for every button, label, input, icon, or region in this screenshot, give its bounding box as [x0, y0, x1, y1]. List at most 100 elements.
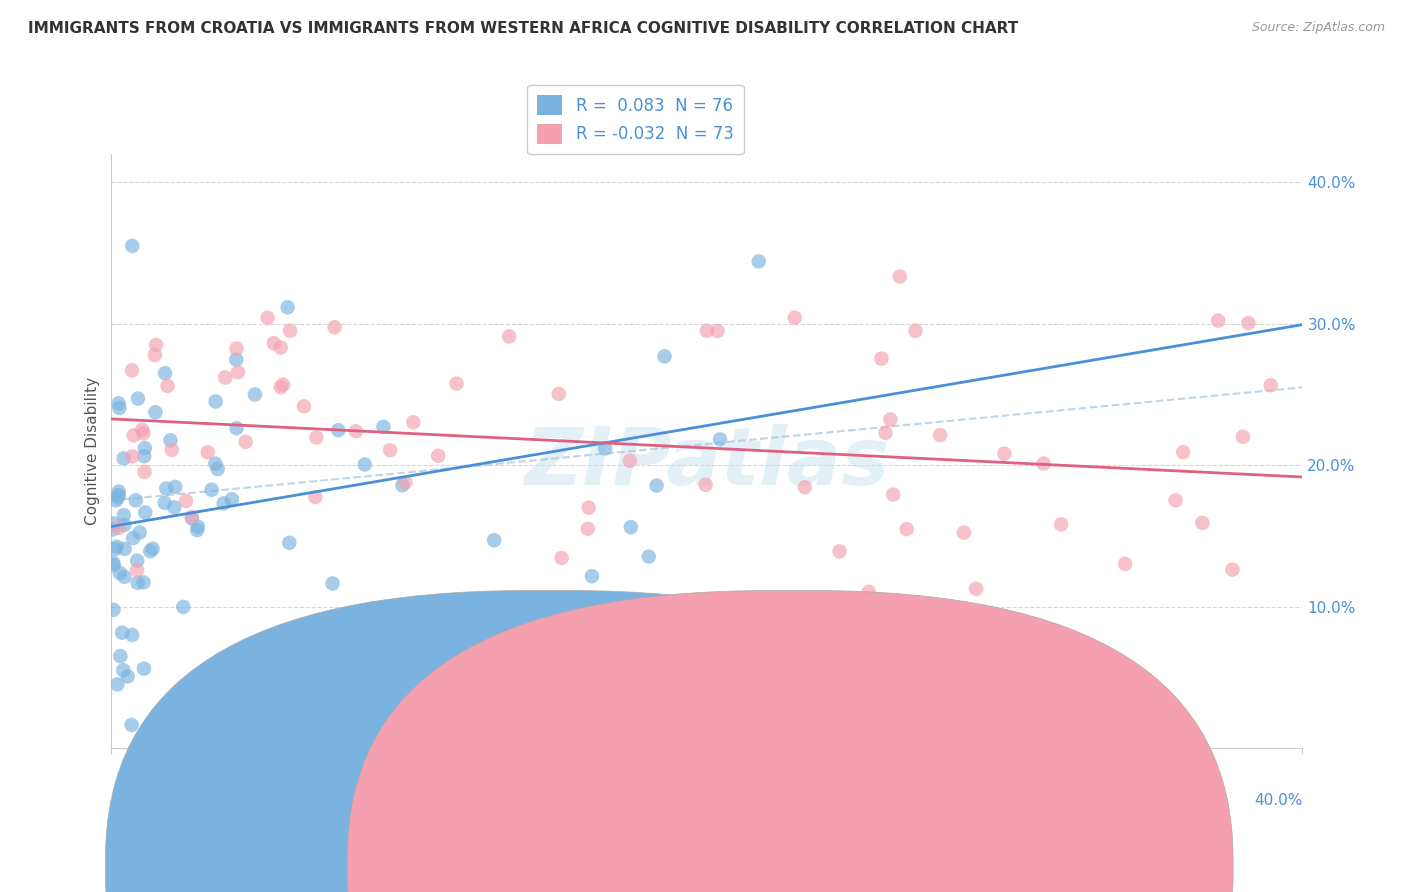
- Point: [201, 483, 224, 497]
- Point: [879, 412, 901, 426]
- Point: [204, 457, 226, 471]
- Point: [145, 405, 167, 419]
- Point: [122, 428, 145, 442]
- Point: [1191, 516, 1213, 530]
- Point: [1222, 563, 1244, 577]
- Point: [101, 516, 124, 531]
- Point: [172, 599, 194, 614]
- Point: [783, 310, 806, 325]
- Point: [889, 269, 911, 284]
- Point: [107, 488, 129, 502]
- Point: [187, 519, 209, 533]
- Point: [112, 518, 135, 533]
- Point: [153, 366, 176, 380]
- Point: [235, 434, 257, 449]
- Point: [143, 348, 166, 362]
- Y-axis label: Cognitive Disability: Cognitive Disability: [86, 377, 100, 525]
- Point: [637, 549, 659, 564]
- Point: [929, 428, 952, 442]
- Point: [547, 387, 569, 401]
- Point: [578, 500, 600, 515]
- Point: [581, 569, 603, 583]
- Point: [134, 449, 156, 463]
- Point: [277, 301, 299, 315]
- Point: [127, 554, 149, 568]
- Point: [256, 310, 278, 325]
- Point: [402, 415, 425, 429]
- Point: [105, 493, 128, 508]
- Point: [344, 424, 367, 438]
- Point: [180, 511, 202, 525]
- Point: [328, 423, 350, 437]
- Point: [145, 338, 167, 352]
- Point: [1032, 457, 1054, 471]
- Point: [498, 329, 520, 343]
- Point: [174, 494, 197, 508]
- Point: [304, 490, 326, 504]
- Point: [131, 423, 153, 437]
- Point: [112, 663, 135, 677]
- Point: [270, 380, 292, 394]
- Point: [134, 465, 156, 479]
- Point: [159, 434, 181, 448]
- Point: [165, 480, 187, 494]
- Point: [103, 603, 125, 617]
- Point: [457, 592, 479, 607]
- Point: [207, 462, 229, 476]
- Point: [271, 377, 294, 392]
- Point: [204, 394, 226, 409]
- Point: [1260, 378, 1282, 392]
- Point: [127, 575, 149, 590]
- Point: [1050, 517, 1073, 532]
- Point: [394, 475, 416, 490]
- Point: [107, 396, 129, 410]
- Point: [186, 523, 208, 537]
- Point: [1232, 430, 1254, 444]
- Point: [695, 478, 717, 492]
- Point: [226, 365, 249, 379]
- Point: [446, 376, 468, 391]
- Point: [214, 370, 236, 384]
- Point: [101, 523, 124, 537]
- Point: [225, 342, 247, 356]
- Point: [793, 480, 815, 494]
- Point: [993, 447, 1015, 461]
- Point: [550, 551, 572, 566]
- Point: [427, 449, 450, 463]
- Point: [197, 445, 219, 459]
- Text: 40.0%: 40.0%: [1254, 793, 1302, 807]
- Point: [132, 575, 155, 590]
- Point: [225, 421, 247, 435]
- Point: [882, 487, 904, 501]
- Point: [1173, 445, 1195, 459]
- Point: [153, 496, 176, 510]
- Point: [117, 669, 139, 683]
- Point: [156, 379, 179, 393]
- Point: [112, 508, 135, 523]
- Point: [278, 535, 301, 549]
- Point: [121, 718, 143, 732]
- Point: [103, 558, 125, 572]
- Text: 0.0%: 0.0%: [111, 793, 150, 807]
- Text: Immigrants from Croatia: Immigrants from Croatia: [583, 860, 772, 874]
- Point: [1206, 313, 1229, 327]
- Point: [305, 430, 328, 444]
- Point: [107, 484, 129, 499]
- Point: [127, 392, 149, 406]
- Point: [121, 239, 143, 253]
- Point: [132, 662, 155, 676]
- Point: [180, 510, 202, 524]
- Point: [270, 341, 292, 355]
- Point: [225, 352, 247, 367]
- Text: Immigrants from Western Africa: Immigrants from Western Africa: [815, 860, 1060, 874]
- Point: [706, 324, 728, 338]
- Point: [155, 482, 177, 496]
- Point: [139, 544, 162, 558]
- Point: [108, 401, 131, 415]
- Point: [132, 426, 155, 441]
- Point: [107, 521, 129, 535]
- Point: [645, 478, 668, 492]
- Point: [292, 400, 315, 414]
- Point: [121, 628, 143, 642]
- Point: [160, 442, 183, 457]
